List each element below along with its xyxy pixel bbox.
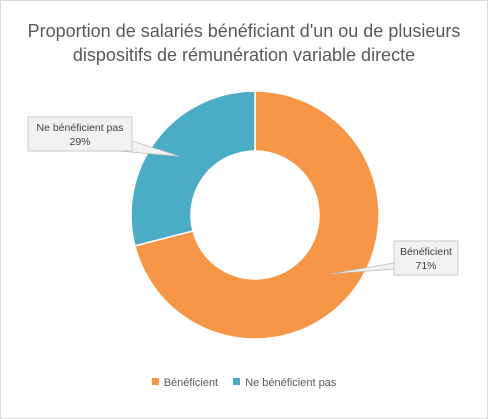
legend-label-beneficient: Bénéficient: [163, 377, 219, 389]
callout-box-beneficient: [393, 240, 459, 276]
slice-ne-beneficient-pas: [130, 90, 256, 247]
data-label-name-ne-beneficient-pas: Ne bénéficient pas: [37, 122, 124, 134]
legend-item-beneficient: Bénéficient: [151, 377, 219, 389]
chart-legend: Bénéficient Ne bénéficient pas: [1, 377, 487, 389]
callout-beneficient: Bénéficient 71%: [330, 240, 459, 276]
legend-swatch-beneficient: [151, 378, 159, 385]
data-label-value-ne-beneficient-pas: 29%: [69, 136, 90, 148]
chart-title: Proportion de salariés bénéficiant d'un …: [1, 19, 487, 67]
legend-swatch-ne-beneficient-pas: [233, 378, 241, 385]
data-label-value-beneficient: 71%: [415, 260, 436, 272]
slice-beneficient: [133, 90, 380, 340]
legend-item-ne-beneficient-pas: Ne bénéficient pas: [233, 377, 336, 389]
chart-title-line-1: Proportion de salariés bénéficiant d'un …: [27, 21, 461, 41]
callout-box-ne-beneficient-pas: [27, 116, 133, 152]
legend-label-ne-beneficient-pas: Ne bénéficient pas: [245, 377, 337, 389]
callout-ne-beneficient-pas: Ne bénéficient pas 29%: [27, 116, 180, 157]
chart-title-line-2: dispositifs de rémunération variable dir…: [72, 45, 416, 65]
data-label-name-beneficient: Bénéficient: [400, 246, 452, 258]
